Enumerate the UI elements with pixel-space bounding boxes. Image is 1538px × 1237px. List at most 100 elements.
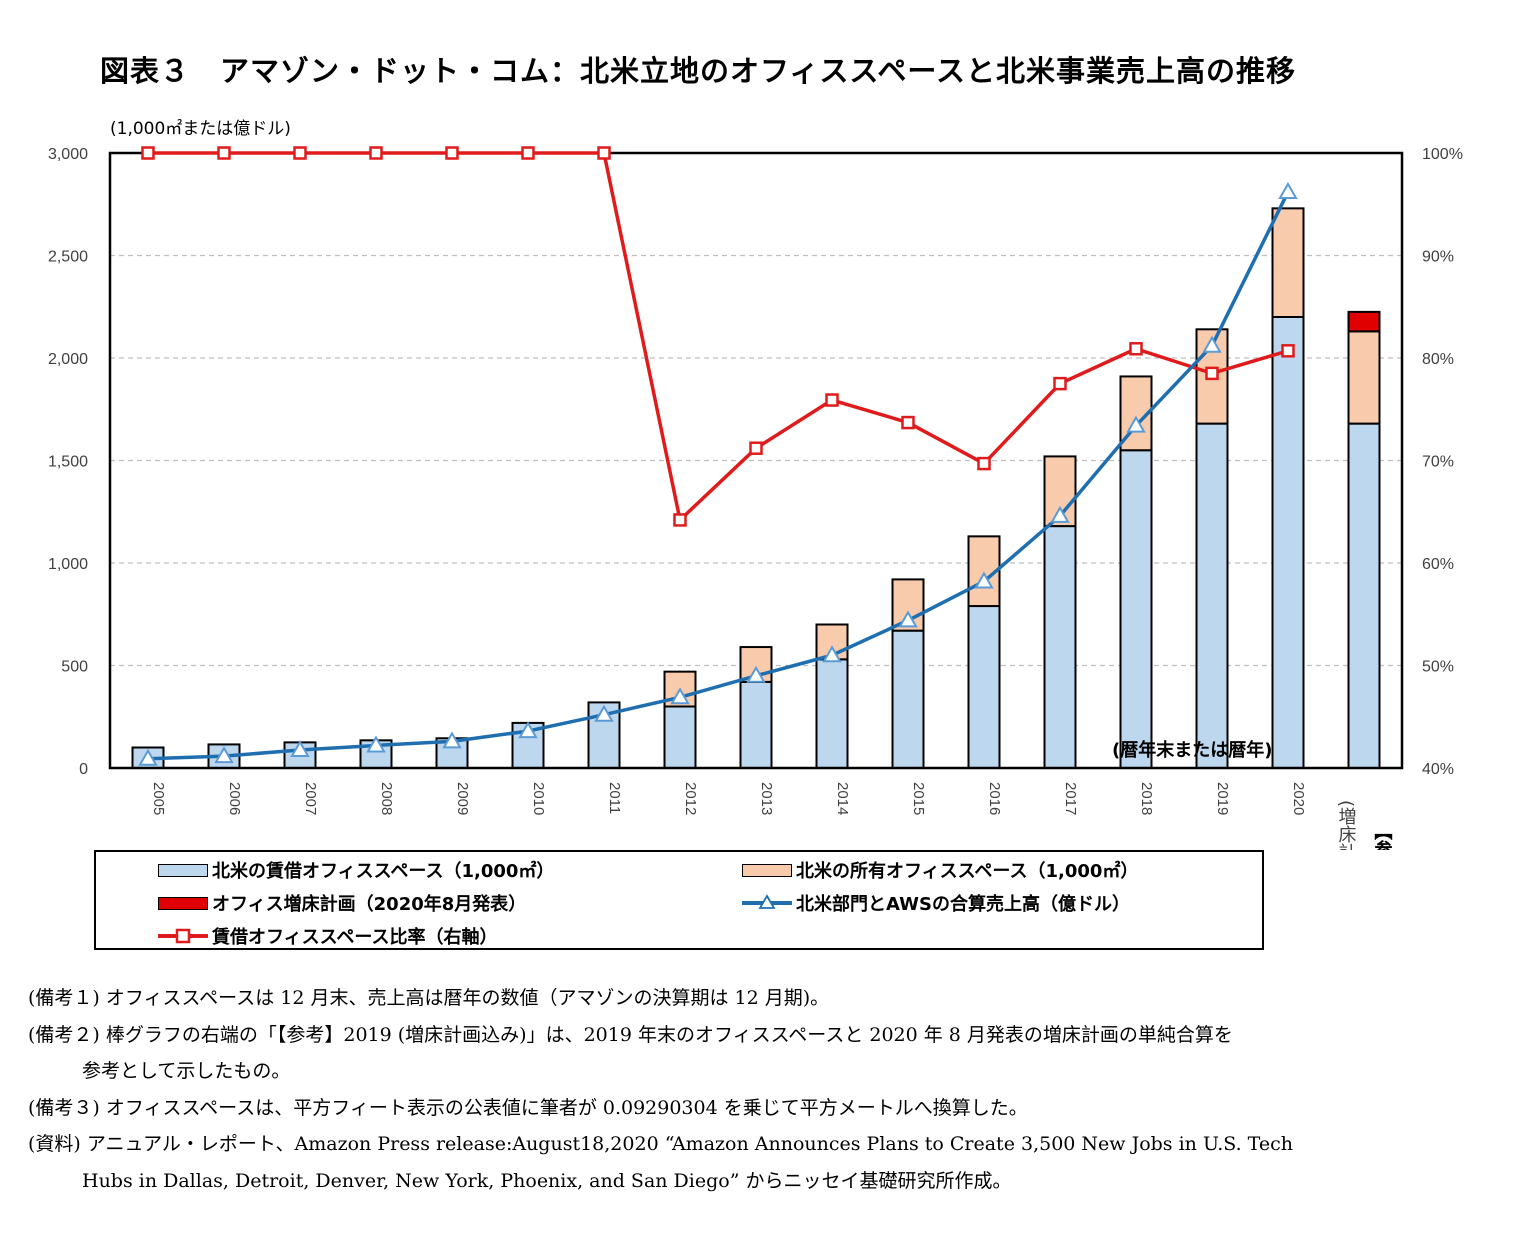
note-3: (備考３) オフィススペースは、平方フィート表示の公表値に筆者が 0.09290…	[28, 1096, 1028, 1119]
y-left-tick-label: 0	[79, 761, 88, 778]
marker-ratio	[673, 513, 687, 527]
marker-revenue	[442, 731, 462, 749]
bar-leased	[739, 680, 773, 770]
marker-ratio	[293, 146, 307, 160]
notes: (備考１) オフィススペースは 12 月末、売上高は暦年の数値（アマゾンの決算期…	[28, 980, 1498, 1199]
line-ratio	[148, 151, 1289, 522]
y-left-tick-label: 500	[61, 659, 88, 676]
chart-title: 図表３ アマゾン・ドット・コム：北米立地のオフィススペースと北米事業売上高の推移	[100, 54, 1296, 88]
chart: 0 500 1,000 1,500 2,000 2,500 3,000 40% 50% 60% 70…	[48, 119, 1463, 850]
period-note: (暦年末または暦年)	[1112, 739, 1272, 761]
y-right-tick-label: 80%	[1422, 351, 1454, 368]
marker-revenue	[822, 645, 842, 663]
y-right-tick-label: 50%	[1422, 659, 1454, 676]
x-tick-label: 2016	[986, 782, 1003, 815]
bar-leased-reference	[1347, 422, 1381, 769]
marker-ratio	[977, 456, 991, 471]
legend-label-ratio: 賃借オフィススペース比率（右軸）	[212, 927, 498, 948]
y-left-tick-label: 2,500	[48, 249, 88, 266]
y-right-tick-label: 90%	[1422, 249, 1454, 266]
legend-label-expansion: オフィス増床計画（2020年8月発表）	[212, 894, 527, 915]
marker-revenue	[746, 665, 766, 683]
y-right-tick-label: 100%	[1422, 146, 1463, 163]
y-axis-unit-label: (1,000㎡または億ドル)	[110, 119, 291, 139]
marker-revenue	[366, 735, 386, 753]
bar-leased	[1271, 316, 1305, 769]
marker-ratio	[749, 441, 763, 455]
legend-item-leased: 北米の賃借オフィススペース（1,000㎡）	[158, 857, 554, 883]
x-tick-label: 2013	[758, 782, 775, 815]
marker-ratio	[141, 146, 155, 160]
note-source: (資料) アニュアル・レポート、Amazon Press release:Aug…	[28, 1133, 1293, 1155]
x-tick-label: 2009	[454, 782, 471, 815]
x-tick-label: 2006	[226, 782, 243, 815]
bar-owned-reference	[1347, 330, 1381, 425]
x-tick-label: 2019	[1214, 782, 1231, 815]
bar-owned	[1195, 328, 1229, 425]
note-1: (備考１) オフィススペースは 12 月末、売上高は暦年の数値（アマゾンの決算期…	[28, 987, 830, 1009]
x-tick-label-reference-sub: (増床計画込み)	[1336, 800, 1357, 850]
marker-ratio	[217, 146, 231, 160]
y-right-tick-label: 70%	[1422, 454, 1454, 471]
marker-revenue	[214, 746, 234, 764]
legend: 北米の賃借オフィススペース（1,000㎡） 北米の所有オフィススペース（1,00…	[94, 850, 1264, 950]
x-tick-label: 2015	[910, 782, 927, 815]
x-tick-label: 2011	[606, 782, 623, 814]
marker-revenue	[518, 721, 538, 739]
x-tick-label: 2008	[378, 782, 395, 815]
bar-leased	[967, 605, 1001, 769]
plot-frame	[108, 151, 1404, 770]
x-tick-label: 2005	[150, 782, 167, 815]
y-left-tick-label: 1,500	[48, 454, 88, 471]
marker-ratio	[597, 146, 611, 160]
marker-revenue	[290, 739, 310, 757]
bar-leased	[891, 629, 925, 770]
legend-item-expansion: オフィス増床計画（2020年8月発表）	[158, 890, 526, 916]
bar-leased	[1043, 525, 1077, 769]
marker-revenue	[1278, 181, 1298, 199]
legend-item-owned: 北米の所有オフィススペース（1,000㎡）	[742, 857, 1138, 883]
note-2-cont: 参考として示したもの。	[82, 1060, 291, 1082]
marker-revenue	[138, 748, 158, 766]
legend-swatch-expansion	[158, 896, 208, 910]
x-tick-label: 2007	[302, 782, 319, 815]
marker-ratio	[369, 146, 383, 160]
marker-ratio	[901, 415, 915, 430]
bar-leased	[1195, 422, 1229, 769]
legend-swatch-leased	[158, 863, 208, 877]
line-revenue	[147, 191, 1290, 761]
y-right-tick-label: 40%	[1422, 761, 1454, 778]
marker-ratio	[445, 146, 459, 160]
legend-item-revenue: 北米部門とAWSの合算売上高（億ドル）	[742, 890, 1130, 916]
y-right-tick-label: 60%	[1422, 556, 1454, 573]
bar-leased	[1119, 449, 1153, 769]
marker-revenue	[898, 610, 918, 628]
marker-revenue	[1126, 415, 1146, 433]
marker-ratio	[1053, 376, 1067, 391]
marker-revenue	[974, 571, 994, 589]
legend-line-revenue	[742, 894, 792, 909]
note-2: (備考２) 棒グラフの右端の「【参考】2019 (増床計画込み)」は、2019 …	[28, 1023, 1233, 1046]
note-source-cont: Hubs in Dallas, Detroit, Denver, New Yor…	[82, 1169, 1012, 1192]
bar-leased	[815, 658, 849, 769]
x-tick-label: 2020	[1290, 782, 1307, 815]
legend-line-ratio	[158, 928, 208, 944]
legend-label-revenue: 北米部門とAWSの合算売上高（億ドル）	[796, 894, 1130, 915]
marker-ratio	[1281, 344, 1295, 358]
marker-revenue	[1050, 505, 1070, 523]
marker-revenue	[594, 704, 614, 722]
legend-label-leased: 北米の賃借オフィススペース（1,000㎡）	[212, 861, 555, 882]
x-tick-label: 2018	[1138, 782, 1155, 815]
x-tick-label-reference: 【参考】2019	[1372, 822, 1393, 850]
marker-ratio	[1205, 366, 1219, 381]
legend-item-ratio: 賃借オフィススペース比率（右軸）	[158, 923, 497, 949]
marker-ratio	[1129, 342, 1143, 356]
x-tick-label: 2017	[1062, 782, 1079, 815]
legend-swatch-owned	[742, 863, 792, 877]
y-left-tick-label: 3,000	[48, 146, 88, 163]
bar-leased	[663, 705, 697, 769]
marker-ratio	[825, 393, 839, 407]
x-tick-label: 2010	[530, 782, 547, 815]
bar-owned	[1271, 207, 1305, 319]
y-left-tick-label: 1,000	[48, 556, 88, 573]
